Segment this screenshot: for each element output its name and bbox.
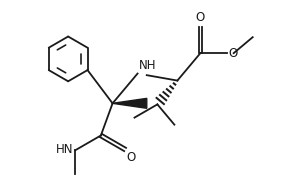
Text: O: O	[228, 47, 237, 60]
Text: O: O	[126, 151, 136, 164]
Text: HN: HN	[56, 143, 74, 156]
Text: NH: NH	[139, 59, 157, 72]
Text: O: O	[196, 11, 205, 24]
Polygon shape	[113, 98, 147, 108]
